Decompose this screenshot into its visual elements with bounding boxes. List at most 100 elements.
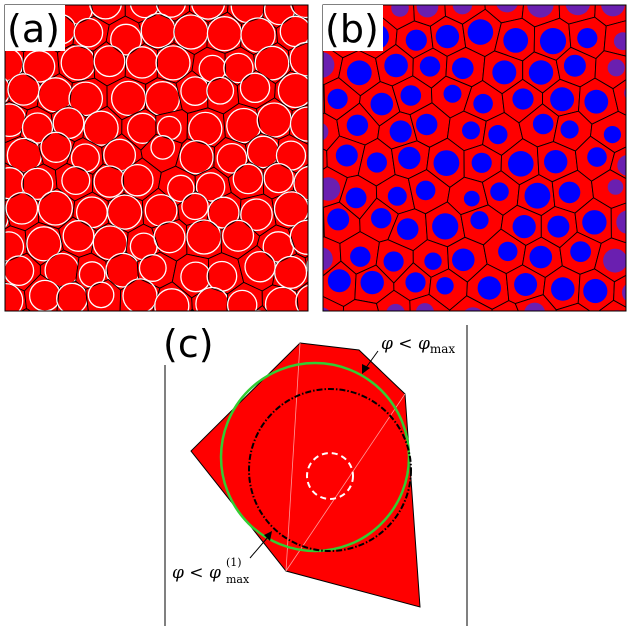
particle-disk: [467, 19, 494, 45]
particle-disk: [477, 276, 501, 300]
particle-disk: [603, 126, 622, 144]
arrow-bottom-head: [264, 531, 272, 541]
particle-disk: [464, 307, 482, 311]
particle-disk: [396, 218, 419, 240]
particle-circle: [274, 255, 308, 289]
particle-disk: [565, 5, 591, 16]
voronoi-cell: [375, 289, 411, 311]
particle-disk: [327, 208, 350, 231]
particle-disk: [529, 245, 553, 269]
particle-circle: [277, 72, 308, 109]
particle-circle: [75, 315, 109, 349]
particle-disk: [613, 310, 621, 311]
particle-disk: [366, 152, 387, 173]
particle-disk: [490, 182, 509, 201]
panel-a-label-bg: [5, 5, 65, 51]
particle-circle: [155, 45, 191, 81]
particle-disk: [389, 120, 412, 143]
particle-disk: [532, 113, 554, 135]
particle-circle: [240, 198, 273, 232]
particle-disk: [452, 57, 474, 80]
particle-circle: [153, 221, 186, 254]
particle-circle: [167, 174, 195, 203]
voronoi-cell: [613, 274, 626, 308]
particle-disk: [323, 52, 335, 78]
voronoi-cell: [323, 296, 345, 311]
voronoi-cell: [190, 342, 421, 608]
particle-disk: [563, 54, 586, 77]
particle-circle: [62, 220, 95, 252]
particle-circle: [295, 284, 308, 311]
particle-disk: [405, 272, 426, 293]
particle-circle: [110, 318, 144, 352]
voronoi-cell: [612, 79, 626, 116]
panel-a-voronoi-packing: [0, 0, 308, 372]
particle-disk: [371, 208, 392, 229]
particle-circle: [195, 172, 226, 202]
particle-circle: [254, 45, 290, 81]
particle-disk: [547, 215, 570, 238]
particle-circle: [5, 313, 39, 347]
panel-b: (b): [322, 4, 627, 336]
particle-circle: [179, 140, 214, 175]
particle-disk: [551, 277, 575, 301]
particle-disk: [503, 28, 529, 53]
particle-disk: [622, 284, 626, 301]
particle-circle: [21, 112, 54, 144]
particle-circle: [87, 281, 115, 309]
particle-circle: [191, 5, 226, 20]
voronoi-cell: [254, 304, 268, 311]
particle-disk: [582, 210, 607, 235]
particle-disk: [405, 29, 427, 51]
particle-disk: [514, 273, 538, 296]
particle-disk: [323, 247, 333, 271]
panel-b-label: (b): [325, 7, 379, 51]
particle-disk: [562, 312, 586, 336]
particle-disk: [512, 215, 536, 239]
particle-disk: [539, 27, 567, 55]
panel-c-label: (c): [163, 322, 214, 366]
particle-circle: [155, 5, 186, 18]
particle-circle: [232, 163, 264, 195]
particle-disk: [391, 5, 409, 17]
particle-circle: [40, 131, 72, 163]
voronoi-cell: [0, 135, 4, 177]
particle-disk: [360, 310, 370, 311]
particle-disk: [432, 213, 459, 240]
particle-disk: [617, 155, 626, 176]
particle-disk: [584, 89, 609, 114]
particle-disk: [528, 60, 554, 85]
particle-disk: [616, 210, 626, 234]
annotation-top: φ < φmax: [381, 334, 455, 356]
particle-circle: [222, 219, 255, 252]
particle-disk: [471, 152, 492, 173]
particle-disk: [498, 241, 518, 262]
cell-triangulation-edge: [285, 342, 301, 572]
particle-disk: [370, 92, 394, 116]
particle-disk: [335, 144, 358, 167]
particle-circle: [289, 219, 308, 255]
particle-circle: [121, 163, 154, 197]
voronoi-cell: [20, 307, 32, 311]
voronoi-cell: [555, 302, 591, 311]
particle-circle: [253, 310, 264, 311]
particle-circle: [181, 192, 209, 221]
particle-circle: [73, 17, 104, 48]
voronoi-cell: [36, 313, 75, 372]
voronoi-cell: [0, 0, 3, 2]
particle-disk: [346, 114, 369, 136]
panel-b-voronoi-packing: [323, 5, 626, 336]
particle-disk: [424, 252, 442, 270]
particle-disk: [613, 32, 626, 51]
particle-disk: [499, 315, 518, 334]
particle-disk: [327, 88, 348, 109]
panel-a-label: (a): [7, 7, 60, 51]
particle-circle: [306, 452, 354, 500]
particle-disk: [323, 177, 341, 201]
panel-a: (a): [0, 0, 309, 372]
particle-disk: [360, 270, 384, 295]
particle-disk: [462, 121, 480, 140]
annotation-bottom: φ < φ: [172, 563, 221, 583]
particle-disk: [350, 246, 371, 267]
particle-disk: [435, 24, 460, 49]
